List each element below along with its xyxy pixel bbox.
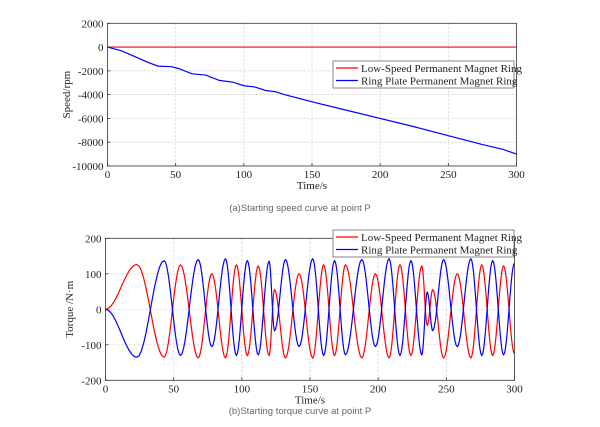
legend-label: Ring Plate Permanent Magnet Ring [361,76,518,88]
y-axis-label: Speed/rpm [61,70,73,118]
y-tick-label: 100 [85,269,102,281]
x-tick-label: 250 [438,383,455,395]
y-tick-label: 0 [98,42,104,54]
x-tick-label: 300 [508,169,525,181]
y-tick-label: -10000 [72,161,104,173]
x-tick-label: 0 [103,383,109,395]
y-tick-label: -2000 [78,66,104,78]
x-tick-label: 200 [372,169,389,181]
legend-label: Ring Plate Permanent Magnet Ring [361,245,518,257]
x-tick-label: 150 [302,383,319,395]
legend-label: Low-Speed Permanent Magnet Ring [361,232,522,244]
x-tick-label: 100 [236,169,253,181]
legend-label: Low-Speed Permanent Magnet Ring [361,63,522,75]
chart-caption: (a)Starting speed curve at point P [229,203,371,214]
y-tick-label: 2000 [82,18,105,30]
chart-torque: 0 50 100 150 200 250 300 200 100 0 -100 -200 Time/s T… [64,229,523,417]
chart-caption: (b)Starting torque curve at point P [229,406,372,417]
x-tick-label: 0 [105,169,111,181]
chart-speed: 0 50 100 150 200 250 300 2000 0 -2000 -4000 -6000 -8… [61,18,525,214]
x-tick-label: 250 [440,169,457,181]
y-tick-label: -8000 [78,137,104,149]
x-tick-label: 150 [304,169,321,181]
y-tick-label: -6000 [78,113,104,125]
y-tick-label: 200 [85,233,102,245]
legend-box [332,229,515,258]
x-tick-label: 100 [234,383,251,395]
y-axis-label: Torque /N·m [64,280,76,337]
x-tick-label: 300 [506,383,523,395]
legend-box [332,60,515,89]
x-tick-label: 50 [168,383,180,395]
y-tick-label: -100 [81,340,102,352]
series-line-ring-plate [105,257,516,358]
series-line-ring-plate [107,46,517,155]
x-axis-label: Time/s [295,394,325,406]
y-tick-label: -200 [81,375,102,387]
x-tick-label: 50 [170,169,182,181]
x-axis-label: Time/s [297,180,327,192]
y-tick-label: 0 [96,304,102,316]
x-tick-label: 200 [370,383,387,395]
series-line-low-speed [105,263,516,360]
y-tick-label: -4000 [78,90,104,102]
